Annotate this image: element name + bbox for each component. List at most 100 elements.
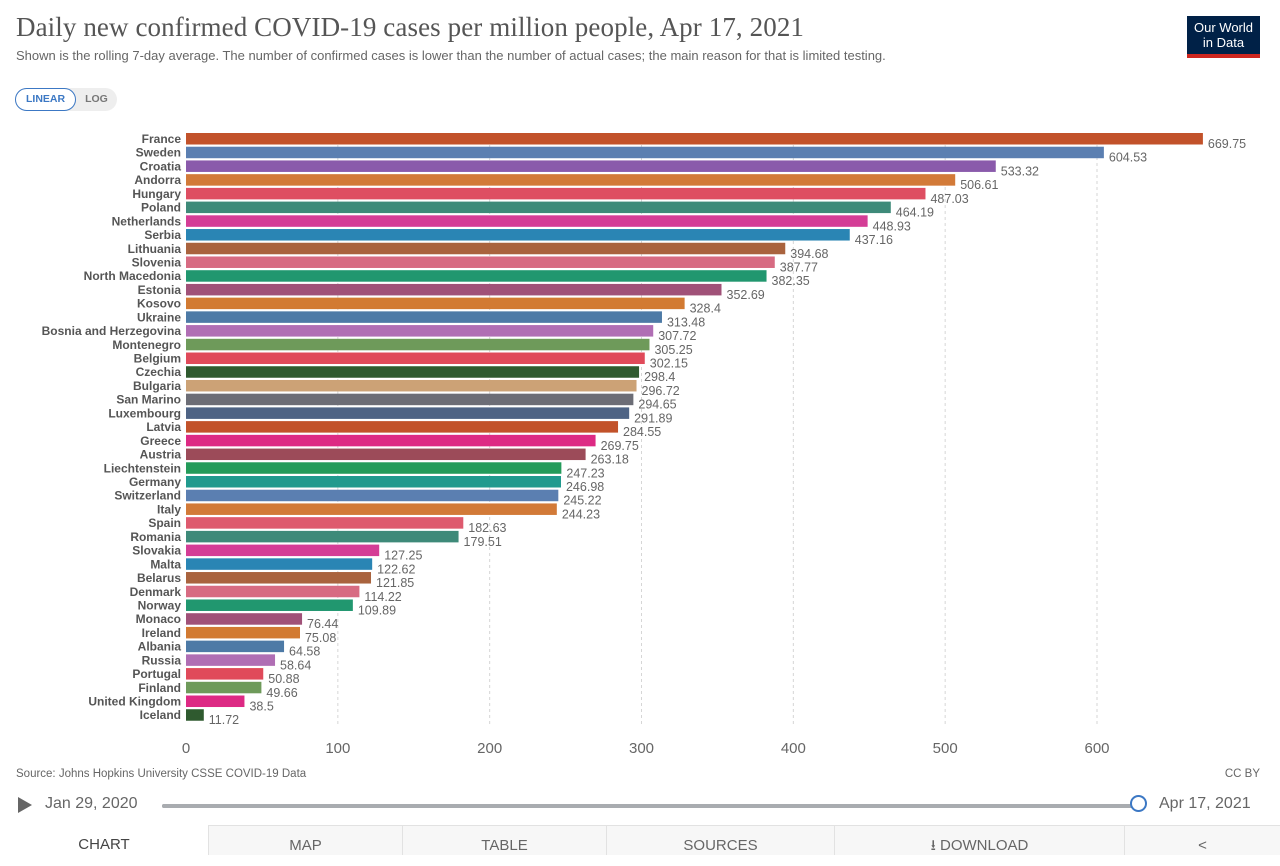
value-label: 246.98 [566, 480, 604, 494]
value-label: 533.32 [1001, 164, 1039, 178]
category-label: Lithuania [128, 242, 182, 256]
bar[interactable] [186, 503, 557, 515]
category-label: Iceland [140, 708, 181, 722]
x-tick-label: 500 [933, 740, 958, 757]
category-label: Croatia [140, 159, 182, 173]
bar[interactable] [186, 572, 372, 584]
bar[interactable] [186, 709, 204, 721]
value-label: 328.4 [690, 302, 721, 316]
value-label: 38.5 [249, 700, 273, 714]
bar[interactable] [186, 379, 637, 392]
bar[interactable] [186, 242, 786, 255]
bar[interactable] [186, 654, 276, 666]
category-label: Germany [129, 475, 181, 489]
category-label: Poland [141, 201, 181, 215]
bar[interactable] [186, 517, 464, 529]
bar[interactable] [186, 270, 767, 282]
chart-subtitle: Shown is the rolling 7-day average. The … [16, 48, 886, 63]
bar[interactable] [186, 352, 645, 365]
bar[interactable] [186, 489, 559, 502]
bar[interactable] [186, 668, 264, 680]
value-label: 298.4 [644, 370, 675, 384]
bar[interactable] [186, 626, 300, 639]
bar[interactable] [186, 421, 619, 433]
category-label: Romania [130, 530, 181, 544]
value-label: 296.72 [642, 384, 680, 398]
bar[interactable] [186, 297, 685, 310]
source-note[interactable]: Source: Johns Hopkins University CSSE CO… [16, 768, 307, 780]
bar[interactable] [186, 133, 1203, 145]
value-label: 122.62 [377, 562, 415, 576]
tab-table[interactable]: TABLE [402, 825, 606, 855]
owid-logo[interactable]: Our World in Data [1187, 16, 1260, 58]
value-label: 604.53 [1109, 151, 1147, 165]
bar[interactable] [186, 160, 996, 172]
license-link[interactable]: CC BY [1224, 768, 1260, 780]
timeline-handle[interactable] [1130, 795, 1147, 812]
tab-sources[interactable]: SOURCES [606, 825, 834, 855]
value-label: 506.61 [960, 178, 998, 192]
tab-download[interactable]: ⭳ DOWNLOAD [834, 825, 1124, 855]
category-label: Denmark [130, 585, 182, 599]
value-label: 49.66 [266, 686, 297, 700]
bar[interactable] [186, 283, 722, 296]
bar[interactable] [186, 476, 561, 488]
bar[interactable] [186, 613, 303, 625]
bar[interactable] [186, 558, 373, 570]
timeline: Jan 29, 2020 Apr 17, 2021 [0, 792, 1280, 820]
bar[interactable] [186, 695, 245, 708]
category-label: Albania [138, 640, 182, 654]
bar[interactable] [186, 146, 1104, 159]
bar[interactable] [186, 530, 459, 543]
value-label: 394.68 [790, 247, 828, 261]
bar-chart: 0 100 200 300 400 500 600 France 669.75 Sweden 604… [42, 132, 1247, 757]
bar[interactable] [186, 448, 586, 461]
bar[interactable] [186, 229, 850, 241]
value-label: 64.58 [289, 645, 320, 659]
bar[interactable] [186, 585, 360, 598]
bar[interactable] [186, 640, 285, 653]
category-label: Netherlands [112, 214, 182, 228]
share-icon[interactable]: < [1124, 825, 1280, 855]
bar[interactable] [186, 215, 868, 227]
category-label: Hungary [132, 187, 181, 201]
bar[interactable] [186, 366, 640, 378]
bar[interactable] [186, 462, 562, 474]
bar[interactable] [186, 681, 262, 694]
value-label: 182.63 [468, 521, 506, 535]
value-label: 269.75 [601, 439, 639, 453]
linear-scale-button[interactable]: LINEAR [15, 88, 77, 111]
bar[interactable] [186, 174, 956, 186]
value-label: 127.25 [384, 549, 422, 563]
tab-bar: CHART MAP TABLE SOURCES ⭳ DOWNLOAD < [0, 825, 1280, 855]
x-tick-label: 200 [477, 740, 502, 757]
category-label: Bosnia and Herzegovina [42, 324, 182, 338]
bar[interactable] [186, 187, 926, 200]
bar[interactable] [186, 434, 596, 447]
tab-map[interactable]: MAP [208, 825, 402, 855]
value-label: 263.18 [591, 453, 629, 467]
play-icon[interactable] [18, 797, 32, 813]
category-label: Austria [140, 448, 182, 462]
log-scale-button[interactable]: LOG [85, 93, 108, 105]
bar[interactable] [186, 201, 891, 214]
bar[interactable] [186, 544, 380, 557]
category-label: United Kingdom [88, 695, 181, 709]
x-tick-label: 300 [629, 740, 654, 757]
bar[interactable] [186, 325, 654, 337]
timeline-slider[interactable] [162, 804, 1138, 808]
x-tick-label: 600 [1084, 740, 1109, 757]
bar[interactable] [186, 393, 634, 406]
category-label: Ireland [142, 626, 181, 640]
bar[interactable] [186, 256, 775, 268]
category-label: Italy [157, 502, 181, 516]
bar[interactable] [186, 311, 662, 323]
value-label: 294.65 [638, 398, 676, 412]
bar[interactable] [186, 407, 630, 419]
tab-chart[interactable]: CHART [0, 825, 208, 855]
value-label: 387.77 [780, 260, 818, 274]
value-label: 109.89 [358, 603, 396, 617]
bar[interactable] [186, 338, 650, 351]
bar[interactable] [186, 599, 353, 611]
category-label: Greece [140, 434, 181, 448]
